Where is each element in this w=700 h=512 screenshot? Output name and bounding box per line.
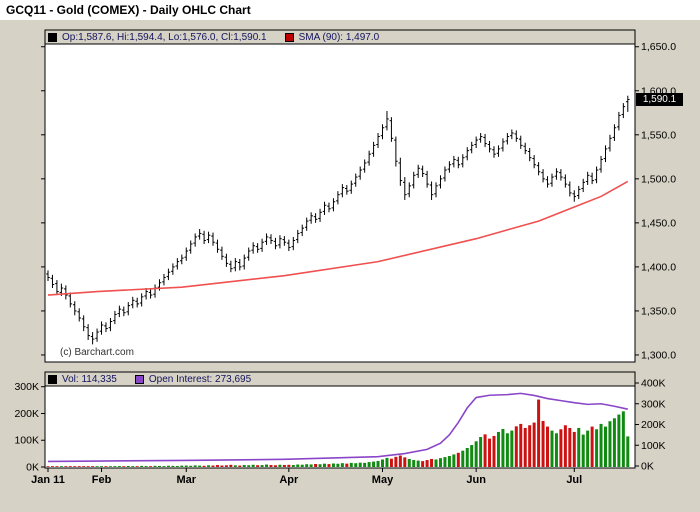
svg-text:Apr: Apr — [279, 474, 299, 486]
svg-text:300K: 300K — [641, 398, 666, 410]
svg-text:1,450.0: 1,450.0 — [641, 217, 676, 229]
svg-text:Jul: Jul — [566, 474, 582, 486]
svg-text:0K: 0K — [641, 461, 654, 473]
svg-text:1,400.0: 1,400.0 — [641, 261, 676, 273]
svg-text:Mar: Mar — [176, 474, 196, 486]
open-interest-legend-text: Open Interest: 273,695 — [148, 373, 252, 385]
svg-text:300K: 300K — [14, 381, 39, 393]
price-legend: Op:1,587.6, Hi:1,594.4, Lo:1,576.0, Cl:1… — [48, 31, 379, 43]
volume-legend-text: Vol: 114,335 — [62, 373, 117, 385]
open-interest-swatch-icon — [134, 374, 144, 384]
sma-legend-text: SMA (90): 1,497.0 — [298, 31, 380, 43]
ohlc-legend-text: Op:1,587.6, Hi:1,594.4, Lo:1,576.0, Cl:1… — [62, 31, 267, 43]
sma-swatch-icon — [284, 32, 294, 42]
svg-text:1,500.0: 1,500.0 — [641, 173, 676, 185]
svg-text:Jan 11: Jan 11 — [31, 474, 65, 486]
page-title: GCQ11 - Gold (COMEX) - Daily OHLC Chart — [0, 0, 700, 20]
svg-text:100K: 100K — [641, 440, 666, 452]
svg-text:Jun: Jun — [466, 474, 486, 486]
svg-text:1,550.0: 1,550.0 — [641, 129, 676, 141]
copyright: (c) Barchart.com — [60, 347, 134, 358]
svg-text:1,650.0: 1,650.0 — [641, 41, 676, 53]
volume-swatch-icon — [48, 374, 57, 384]
svg-text:0K: 0K — [26, 462, 39, 474]
last-price-flag: 1,590.1 — [636, 93, 683, 106]
svg-text:100K: 100K — [14, 435, 39, 447]
svg-text:1,300.0: 1,300.0 — [641, 349, 676, 361]
ohlc-swatch-icon — [48, 32, 57, 42]
svg-text:1,350.0: 1,350.0 — [641, 305, 676, 317]
volume-legend: Vol: 114,335 Open Interest: 273,695 — [48, 373, 251, 385]
svg-text:200K: 200K — [641, 419, 666, 431]
svg-text:400K: 400K — [641, 378, 666, 390]
svg-text:200K: 200K — [14, 408, 39, 420]
svg-text:May: May — [372, 474, 394, 486]
svg-text:Feb: Feb — [92, 474, 112, 486]
